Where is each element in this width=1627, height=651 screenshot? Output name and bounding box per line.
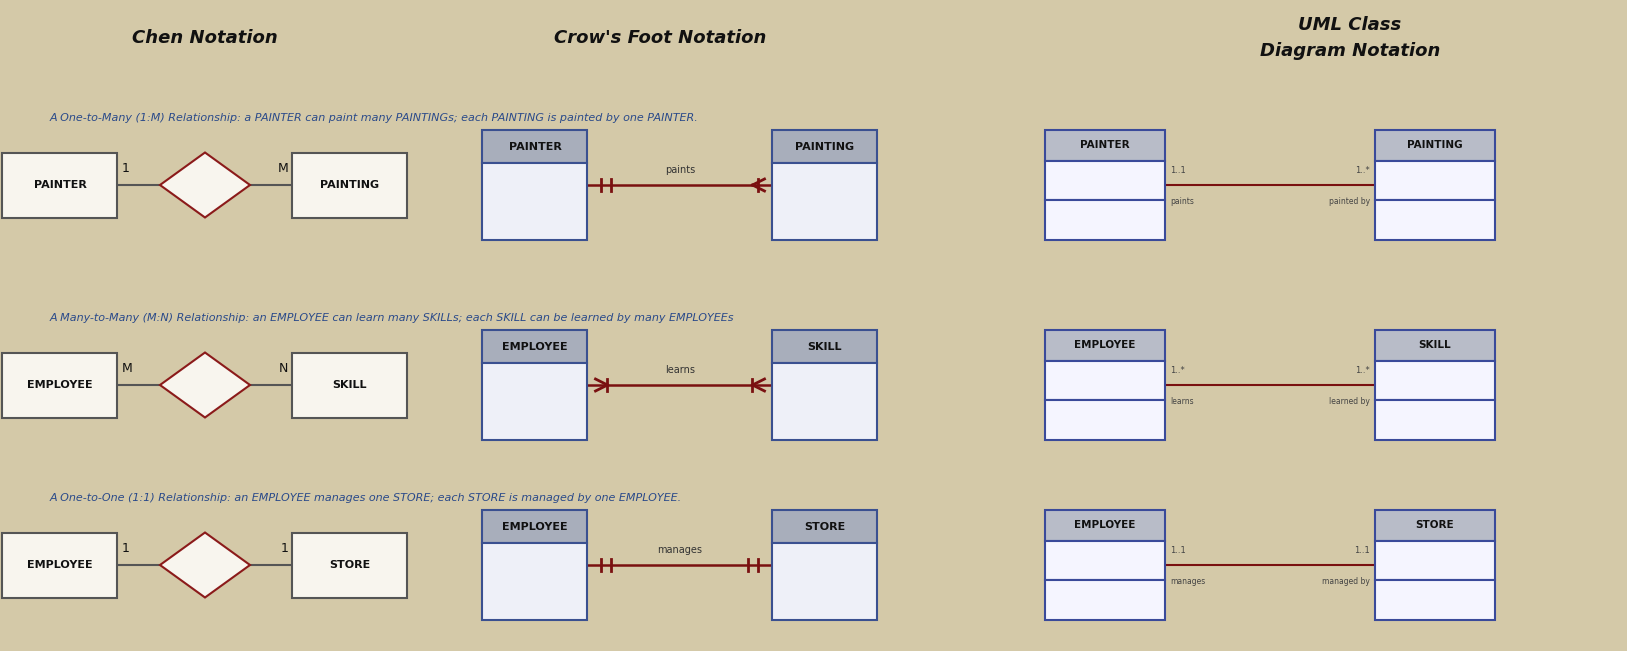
Text: SKILL: SKILL (807, 342, 843, 352)
Text: painted by: painted by (1329, 197, 1370, 206)
Text: PAINTER: PAINTER (509, 141, 561, 152)
Bar (1045, 541, 1165, 581)
Bar (483, 330, 587, 363)
Text: PAINTING: PAINTING (1407, 141, 1463, 150)
Text: EMPLOYEE: EMPLOYEE (1074, 520, 1136, 531)
Bar (1375, 581, 1495, 620)
Text: PAINTER: PAINTER (1080, 141, 1129, 150)
Text: EMPLOYEE: EMPLOYEE (1074, 340, 1136, 350)
Bar (1045, 400, 1165, 440)
Text: SKILL: SKILL (334, 380, 368, 390)
Bar (1375, 510, 1495, 541)
Bar (293, 352, 407, 417)
Text: 1..1: 1..1 (1354, 546, 1370, 555)
Bar (1375, 361, 1495, 400)
Text: 1: 1 (122, 163, 130, 176)
Bar (1375, 201, 1495, 240)
Text: managed by: managed by (1323, 577, 1370, 586)
Text: M: M (278, 163, 288, 176)
Polygon shape (159, 352, 251, 417)
Text: A One-to-One (1:1) Relationship: an EMPLOYEE manages one STORE; each STORE is ma: A One-to-One (1:1) Relationship: an EMPL… (50, 493, 682, 503)
Bar (1045, 130, 1165, 161)
Bar (483, 510, 587, 543)
Bar (1045, 330, 1165, 361)
Text: learned by: learned by (1329, 397, 1370, 406)
Bar (3, 352, 117, 417)
Bar (483, 130, 587, 163)
Bar (1045, 510, 1165, 541)
Bar (1045, 161, 1165, 201)
Bar (1045, 361, 1165, 400)
Text: EMPLOYEE: EMPLOYEE (503, 342, 568, 352)
Bar (773, 330, 877, 363)
Bar (773, 510, 877, 543)
Bar (293, 533, 407, 598)
Text: Crow's Foot Notation: Crow's Foot Notation (553, 29, 766, 47)
Text: STORE: STORE (804, 521, 846, 531)
Text: 1..*: 1..* (1355, 166, 1370, 175)
Bar (483, 543, 587, 620)
Text: A Many-to-Many (M:N) Relationship: an EMPLOYEE can learn many SKILLs; each SKILL: A Many-to-Many (M:N) Relationship: an EM… (50, 313, 734, 323)
Text: learns: learns (665, 365, 695, 375)
Text: 1: 1 (280, 542, 288, 555)
Bar (1375, 161, 1495, 201)
Bar (1045, 201, 1165, 240)
Bar (1375, 130, 1495, 161)
Text: paints: paints (665, 165, 695, 175)
Text: learns: learns (1170, 397, 1194, 406)
Bar (1375, 400, 1495, 440)
Text: Chen Notation: Chen Notation (132, 29, 278, 47)
Text: A One-to-Many (1:M) Relationship: a PAINTER can paint many PAINTINGs; each PAINT: A One-to-Many (1:M) Relationship: a PAIN… (50, 113, 698, 123)
Polygon shape (159, 152, 251, 217)
Text: 1: 1 (122, 542, 130, 555)
Bar (293, 152, 407, 217)
Bar (483, 163, 587, 240)
Text: PAINTING: PAINTING (321, 180, 379, 190)
Text: M: M (122, 363, 132, 376)
Text: PAINTING: PAINTING (796, 141, 854, 152)
Text: 1..1: 1..1 (1170, 166, 1186, 175)
Bar (1045, 581, 1165, 620)
Bar (1375, 330, 1495, 361)
Text: UML Class
Diagram Notation: UML Class Diagram Notation (1259, 16, 1440, 59)
Text: 1..*: 1..* (1170, 366, 1184, 375)
Text: manages: manages (1170, 577, 1206, 586)
Text: SKILL: SKILL (1419, 340, 1451, 350)
Text: N: N (280, 363, 288, 376)
Text: manages: manages (657, 545, 703, 555)
Bar (1375, 541, 1495, 581)
Text: STORE: STORE (1415, 520, 1455, 531)
Text: EMPLOYEE: EMPLOYEE (28, 380, 93, 390)
Text: 1..1: 1..1 (1170, 546, 1186, 555)
Bar (773, 130, 877, 163)
Text: EMPLOYEE: EMPLOYEE (28, 560, 93, 570)
Bar (773, 363, 877, 440)
Text: EMPLOYEE: EMPLOYEE (503, 521, 568, 531)
Bar (3, 533, 117, 598)
Bar (773, 163, 877, 240)
Bar (3, 152, 117, 217)
Text: paints: paints (1170, 197, 1194, 206)
Bar (483, 363, 587, 440)
Bar (773, 543, 877, 620)
Text: 1..*: 1..* (1355, 366, 1370, 375)
Text: STORE: STORE (329, 560, 371, 570)
Text: PAINTER: PAINTER (34, 180, 86, 190)
Polygon shape (159, 533, 251, 598)
